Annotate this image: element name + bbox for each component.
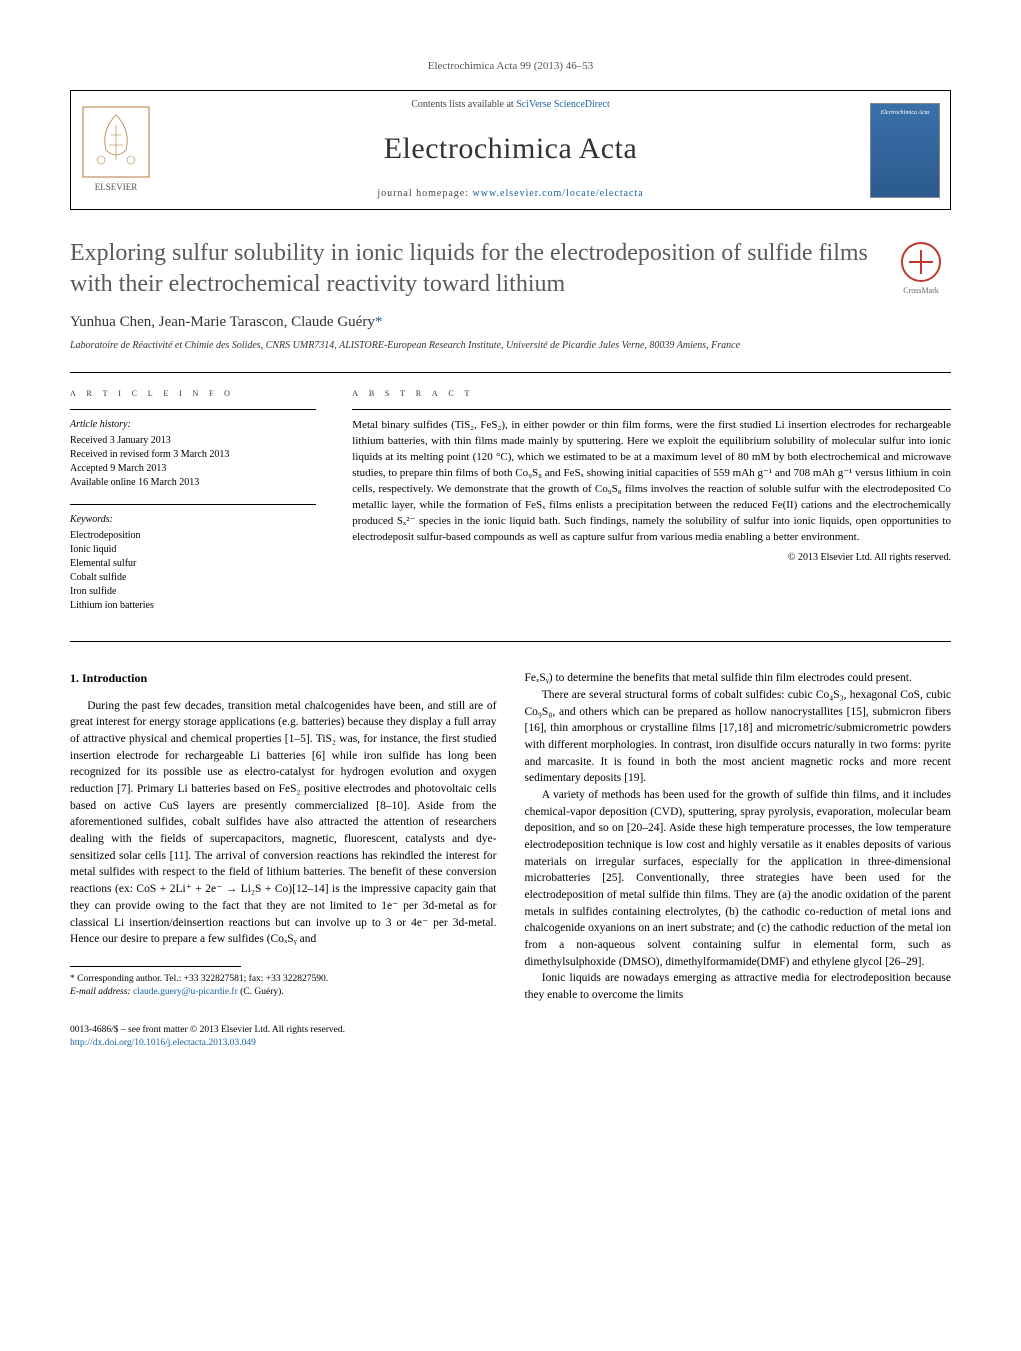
homepage-line: journal homepage: www.elsevier.com/locat… bbox=[377, 188, 643, 199]
left-column: 1. Introduction During the past few deca… bbox=[70, 670, 497, 1003]
history-line: Available online 16 March 2013 bbox=[70, 476, 316, 490]
abstract-copyright: © 2013 Elsevier Ltd. All rights reserved… bbox=[352, 552, 951, 563]
article-history: Article history: Received 3 January 2013… bbox=[70, 418, 316, 490]
abstract-heading: a b s t r a c t bbox=[352, 387, 951, 399]
journal-header-box: ELSEVIER Contents lists available at Sci… bbox=[70, 90, 951, 210]
corresponding-marker: * bbox=[375, 314, 383, 330]
keyword: Cobalt sulfide bbox=[70, 571, 316, 585]
crossmark-badge[interactable]: CrossMark bbox=[891, 238, 951, 298]
meta-abstract-block: a r t i c l e i n f o Article history: R… bbox=[70, 372, 951, 642]
keywords-block: Keywords: Electrodeposition Ionic liquid… bbox=[70, 513, 316, 613]
history-line: Received in revised form 3 March 2013 bbox=[70, 448, 316, 462]
crossmark-label: CrossMark bbox=[903, 286, 939, 295]
doi-link[interactable]: http://dx.doi.org/10.1016/j.electacta.20… bbox=[70, 1038, 256, 1048]
corresponding-footnote: * Corresponding author. Tel.: +33 322827… bbox=[70, 973, 497, 1000]
history-label: Article history: bbox=[70, 418, 316, 432]
body-paragraph: A variety of methods has been used for t… bbox=[525, 787, 952, 970]
corr-author-line: * Corresponding author. Tel.: +33 322827… bbox=[70, 973, 497, 986]
body-columns: 1. Introduction During the past few deca… bbox=[70, 670, 951, 1003]
contents-prefix: Contents lists available at bbox=[411, 99, 516, 110]
keyword: Electrodeposition bbox=[70, 529, 316, 543]
abstract-text: Metal binary sulfides (TiS₂, FeS₂), in e… bbox=[352, 418, 951, 546]
corr-email-link[interactable]: claude.guery@u-picardie.fr bbox=[133, 987, 238, 997]
author-list: Yunhua Chen, Jean-Marie Tarascon, Claude… bbox=[70, 314, 951, 331]
homepage-prefix: journal homepage: bbox=[377, 188, 472, 199]
keyword: Elemental sulfur bbox=[70, 557, 316, 571]
keyword: Lithium ion batteries bbox=[70, 599, 316, 613]
section-heading-intro: 1. Introduction bbox=[70, 670, 497, 687]
corr-email-line: E-mail address: claude.guery@u-picardie.… bbox=[70, 986, 497, 999]
right-column: FeₓSᵧ) to determine the benefits that me… bbox=[525, 670, 952, 1003]
journal-homepage-link[interactable]: www.elsevier.com/locate/electacta bbox=[473, 188, 644, 199]
body-paragraph: FeₓSᵧ) to determine the benefits that me… bbox=[525, 670, 952, 687]
journal-title: Electrochimica Acta bbox=[384, 132, 638, 166]
history-line: Received 3 January 2013 bbox=[70, 434, 316, 448]
contents-lists-line: Contents lists available at SciVerse Sci… bbox=[411, 99, 610, 110]
footnote-separator bbox=[70, 966, 241, 967]
abstract-column: a b s t r a c t Metal binary sulfides (T… bbox=[334, 373, 951, 641]
elsevier-logo: ELSEVIER bbox=[71, 91, 161, 209]
journal-cover-thumb: Electrochimica Acta bbox=[860, 91, 950, 209]
keyword: Ionic liquid bbox=[70, 543, 316, 557]
body-paragraph: Ionic liquids are nowadays emerging as a… bbox=[525, 970, 952, 1003]
body-paragraph: There are several structural forms of co… bbox=[525, 687, 952, 787]
crossmark-icon bbox=[901, 242, 941, 282]
cover-title: Electrochimica Acta bbox=[881, 110, 930, 117]
paper-title: Exploring sulfur solubility in ionic liq… bbox=[70, 238, 875, 300]
email-label: E-mail address: bbox=[70, 987, 133, 997]
header-center: Contents lists available at SciVerse Sci… bbox=[161, 91, 860, 209]
history-line: Accepted 9 March 2013 bbox=[70, 462, 316, 476]
affiliation: Laboratoire de Réactivité et Chimie des … bbox=[70, 339, 951, 352]
keyword: Iron sulfide bbox=[70, 585, 316, 599]
sciencedirect-link[interactable]: SciVerse ScienceDirect bbox=[516, 99, 610, 110]
authors-text: Yunhua Chen, Jean-Marie Tarascon, Claude… bbox=[70, 314, 375, 330]
article-info-column: a r t i c l e i n f o Article history: R… bbox=[70, 373, 334, 641]
keywords-label: Keywords: bbox=[70, 513, 316, 527]
body-paragraph: During the past few decades, transition … bbox=[70, 698, 497, 948]
article-info-heading: a r t i c l e i n f o bbox=[70, 387, 316, 399]
issn-line: 0013-4686/$ – see front matter © 2013 El… bbox=[70, 1024, 951, 1037]
email-suffix: (C. Guéry). bbox=[238, 987, 284, 997]
bottom-info: 0013-4686/$ – see front matter © 2013 El… bbox=[70, 1024, 951, 1051]
svg-text:ELSEVIER: ELSEVIER bbox=[95, 182, 138, 192]
journal-reference: Electrochimica Acta 99 (2013) 46–53 bbox=[70, 60, 951, 72]
